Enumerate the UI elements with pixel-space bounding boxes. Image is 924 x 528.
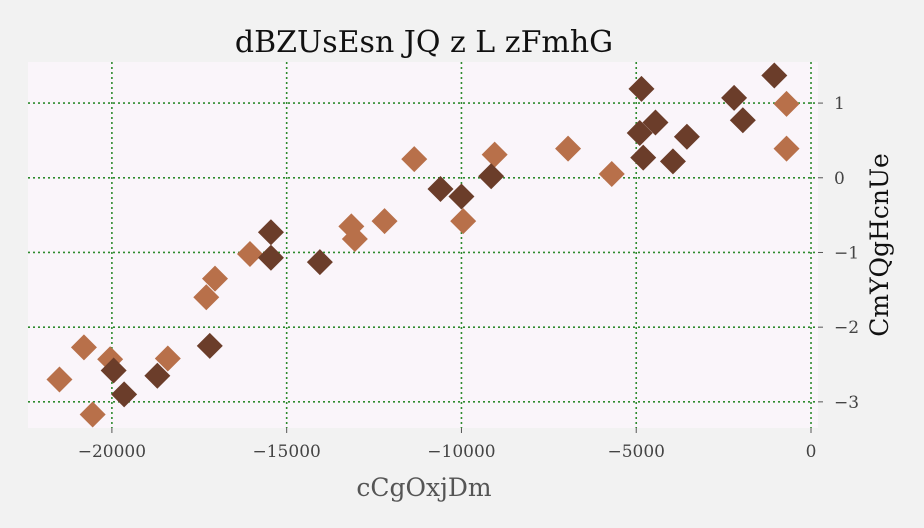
data-point (773, 135, 800, 162)
data-point (371, 208, 398, 235)
data-point (341, 226, 368, 253)
x-tick-label: −20000 (78, 442, 146, 462)
data-point (628, 75, 655, 102)
data-point (555, 135, 582, 162)
y-axis-label: CmYQgHcnUe (865, 153, 894, 337)
data-point (46, 366, 73, 393)
data-point (659, 148, 686, 175)
data-point (481, 141, 508, 168)
chart-title: dBZUsEsn JQ z L zFmhG (235, 25, 613, 60)
data-point (721, 84, 748, 111)
data-point (729, 107, 756, 134)
x-tick-label: −10000 (427, 442, 495, 462)
data-point (111, 381, 138, 408)
data-point (202, 265, 229, 292)
x-tick-label: −15000 (253, 442, 321, 462)
data-point (773, 90, 800, 117)
plot-area (28, 62, 818, 428)
y-tick-label: −3 (834, 393, 859, 413)
data-point (100, 357, 127, 384)
data-point (196, 332, 223, 359)
data-point (761, 62, 788, 89)
data-point (79, 401, 106, 428)
data-point (257, 244, 284, 271)
data-point (70, 334, 97, 361)
y-tick-label: −2 (834, 318, 859, 338)
x-tick-label: −5000 (607, 442, 665, 462)
data-point (448, 183, 475, 210)
data-points (46, 62, 800, 428)
y-tick-label: 1 (834, 94, 845, 114)
data-point (630, 144, 657, 171)
grid-lines (28, 62, 818, 428)
y-axis-ticks: 1 0 −1 −2 −3 (818, 94, 859, 413)
data-point (154, 345, 181, 372)
data-point (401, 146, 428, 173)
data-point (193, 284, 220, 311)
data-point (626, 119, 653, 146)
x-tick-label: 0 (806, 442, 817, 462)
data-point (257, 219, 284, 246)
data-point (673, 123, 700, 150)
data-point (478, 163, 505, 190)
data-point (642, 109, 669, 136)
data-point (306, 249, 333, 276)
data-point (450, 208, 477, 235)
data-point (144, 362, 171, 389)
data-point (236, 240, 263, 267)
x-axis-ticks: −20000 −15000 −10000 −5000 0 (78, 428, 817, 462)
data-point (427, 175, 454, 202)
x-axis-label: cCgOxjDm (356, 473, 492, 502)
y-tick-label: −1 (834, 243, 859, 263)
data-point (598, 161, 625, 188)
y-tick-label: 0 (834, 169, 845, 189)
